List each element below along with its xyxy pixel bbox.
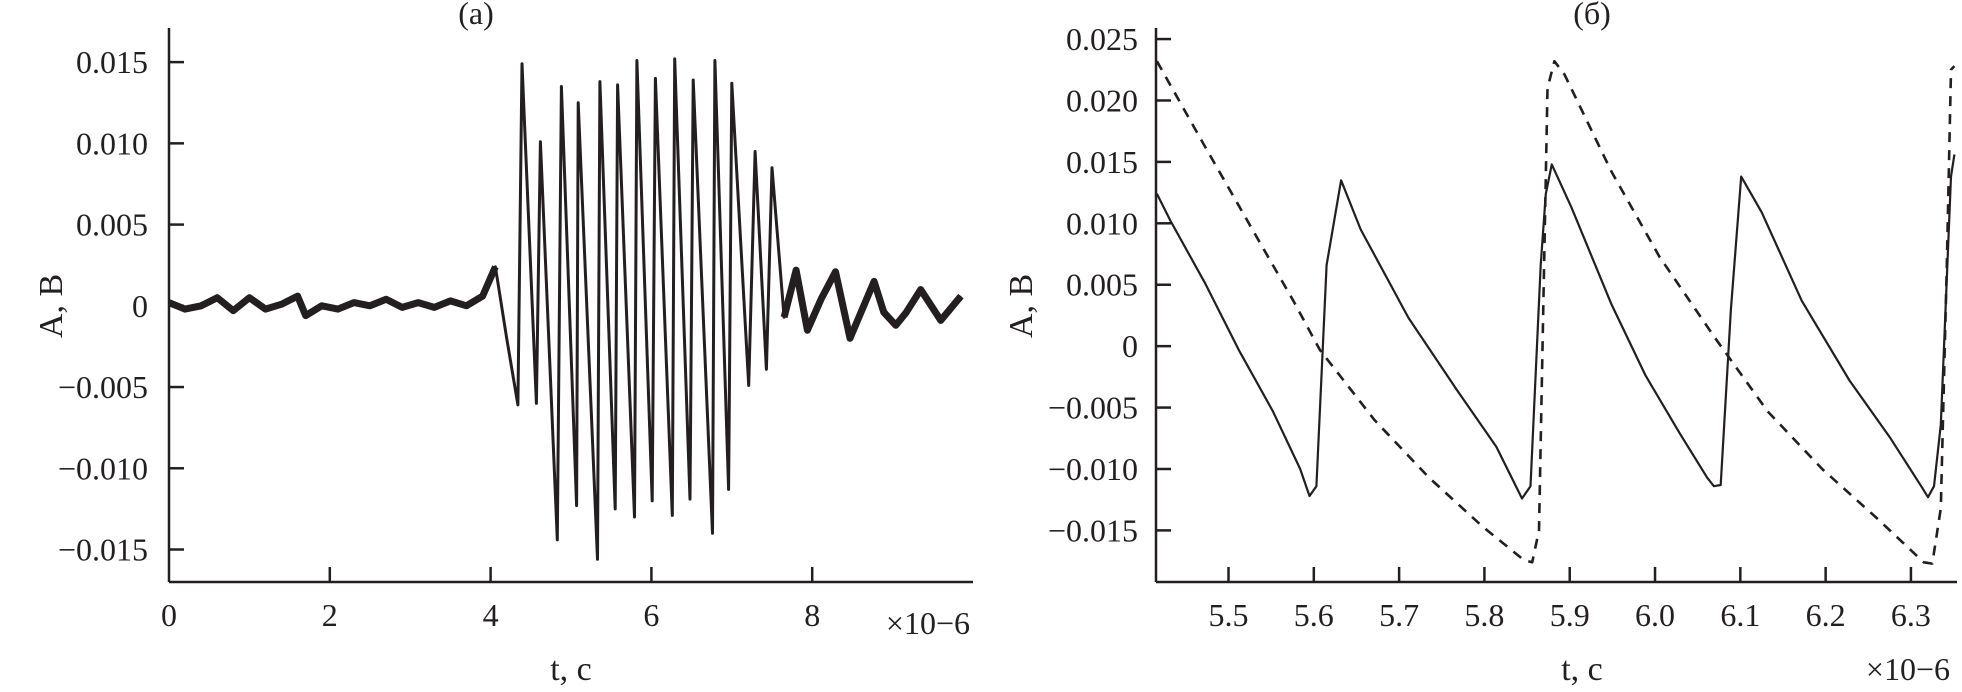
- panel-a-y-tick-label: −0.005: [58, 369, 148, 405]
- panel-b-x-multiplier: ×10−6: [1866, 651, 1950, 687]
- panel-a-y-axis-label: A, В: [33, 274, 70, 338]
- panel-b-y-tick-label: 0.010: [1066, 205, 1138, 241]
- panel-a-x-axis-label: t, с: [550, 651, 592, 688]
- panel-b: (б) A, В t, с ×10−6 0.025 0.020 0.015 0.010…: [1003, 0, 1957, 688]
- panel-a-y-tick-label: 0.015: [76, 44, 148, 80]
- panel-b-series-dashed-line: [1155, 59, 1956, 565]
- panel-a-title: (a): [458, 0, 494, 31]
- panel-a-noise-band: [780, 266, 964, 342]
- panel-b-x-tick-label: 6.1: [1720, 597, 1760, 633]
- panel-b-x-tick-label: 5.6: [1294, 597, 1334, 633]
- panel-b-y-tick-label: 0.020: [1066, 82, 1138, 118]
- panel-b-y-axis-label: A, В: [1003, 274, 1040, 338]
- panel-b-x-tick-label: 6.2: [1806, 597, 1846, 633]
- panel-b-x-tick-label: 5.8: [1464, 597, 1504, 633]
- panel-b-y-tick-label: −0.010: [1048, 451, 1138, 487]
- panel-a-x-tick-label: 4: [483, 597, 499, 633]
- panel-a-noise-band: [167, 265, 499, 320]
- panel-b-y-tick-label: 0.015: [1066, 144, 1138, 180]
- panel-b-x-tick-label: 5.7: [1379, 597, 1419, 633]
- panel-a: (a) A, В t, с ×10−6 0.015 0.010 0.005 0 −0.0…: [33, 0, 973, 688]
- panel-b-y-tick-label: 0: [1122, 328, 1138, 364]
- panel-b-x-tick-label: 6.3: [1891, 597, 1931, 633]
- panel-b-x-tick-label: 6.0: [1635, 597, 1675, 633]
- panel-b-y-tick-label: 0.025: [1066, 21, 1138, 57]
- panel-b-y-tick-label: 0.005: [1066, 267, 1138, 303]
- panel-a-y-tick-label: 0.005: [76, 207, 148, 243]
- panel-b-y-tick-label: −0.005: [1048, 390, 1138, 426]
- panel-b-title: (б): [1573, 0, 1611, 31]
- panel-a-x-tick-label: 2: [322, 597, 338, 633]
- panel-a-x-tick-label: 8: [804, 597, 820, 633]
- panel-b-x-tick-label: 5.9: [1550, 597, 1590, 633]
- panel-a-y-tick-label: 0.010: [76, 125, 148, 161]
- panel-b-y-tick-label: −0.015: [1048, 512, 1138, 548]
- panel-a-x-tick-label: 6: [643, 597, 659, 633]
- panel-a-y-tick-label: 0: [132, 288, 148, 324]
- panel-a-y-tick-label: −0.015: [58, 532, 148, 568]
- panel-b-x-axis-label: t, с: [1561, 651, 1603, 688]
- panel-a-x-tick-label: 0: [161, 597, 177, 633]
- panel-a-x-multiplier: ×10−6: [886, 605, 970, 641]
- panel-b-x-tick-label: 5.5: [1209, 597, 1249, 633]
- panel-a-y-tick-label: −0.010: [58, 450, 148, 486]
- panel-b-series-solid-line: [1155, 154, 1956, 500]
